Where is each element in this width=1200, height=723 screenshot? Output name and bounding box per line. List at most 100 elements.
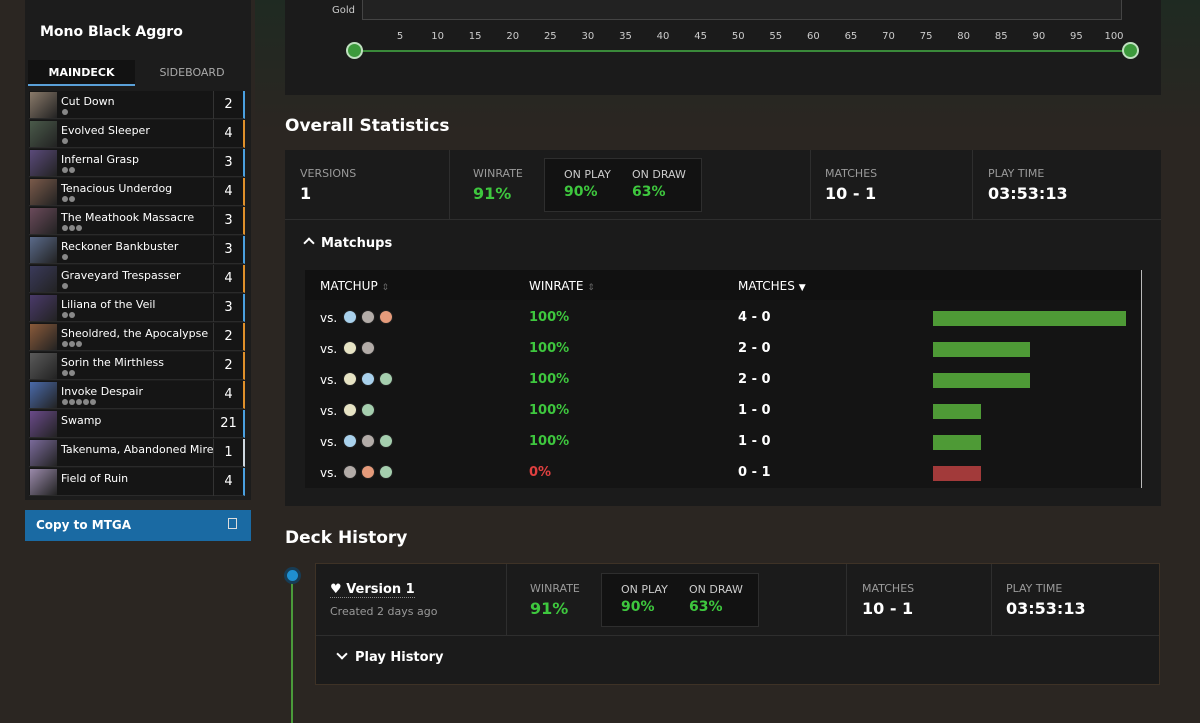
divider bbox=[506, 564, 507, 635]
card-art bbox=[30, 469, 57, 495]
card-art bbox=[30, 440, 57, 466]
matchups-toggle[interactable]: Matchups bbox=[302, 236, 392, 251]
card-name: Swamp bbox=[61, 414, 102, 427]
card-row[interactable]: Reckoner Bankbuster 3 bbox=[29, 236, 245, 264]
stat-label: WINRATE bbox=[530, 582, 580, 595]
slider-tick: 100 bbox=[1104, 31, 1124, 42]
card-count: 4 bbox=[213, 120, 243, 148]
card-row[interactable]: Invoke Despair 4 bbox=[29, 381, 245, 409]
mana-pip bbox=[90, 399, 96, 405]
matchup-prefix: vs. bbox=[320, 404, 338, 418]
col-header[interactable]: MATCHUP ⇕ bbox=[320, 279, 389, 293]
card-count: 2 bbox=[213, 91, 243, 119]
tab[interactable]: MAINDECK bbox=[28, 60, 135, 86]
version-name[interactable]: ♥ Version 1 bbox=[330, 582, 415, 598]
card-row[interactable]: Graveyard Trespasser 4 bbox=[29, 265, 245, 293]
version-card: ♥ Version 1 Created 2 days ago WINRATE 9… bbox=[315, 563, 1160, 685]
mana-pip bbox=[69, 196, 75, 202]
card-count: 4 bbox=[213, 178, 243, 206]
card-count: 4 bbox=[213, 381, 243, 409]
matchup-matches: 0 - 1 bbox=[738, 465, 771, 480]
stat-label: ON PLAY bbox=[564, 168, 611, 181]
card-row[interactable]: The Meathook Massacre 3 bbox=[29, 207, 245, 235]
stat-value: 91% bbox=[530, 599, 569, 618]
card-art bbox=[30, 295, 57, 321]
matchup-row: vs. 100% 2 - 0 bbox=[305, 372, 1141, 388]
slider-track bbox=[354, 50, 1130, 52]
matchup-prefix: vs. bbox=[320, 311, 338, 325]
card-row[interactable]: Sheoldred, the Apocalypse 2 bbox=[29, 323, 245, 351]
card-row[interactable]: Evolved Sleeper 4 bbox=[29, 120, 245, 148]
matchup-matches: 2 - 0 bbox=[738, 341, 771, 356]
col-header[interactable]: MATCHES ▼ bbox=[738, 279, 806, 293]
mana-symbol bbox=[361, 341, 375, 355]
stat-label: ON DRAW bbox=[632, 168, 686, 181]
card-count: 4 bbox=[213, 468, 243, 496]
slider-tick: 55 bbox=[769, 31, 783, 42]
card-count: 2 bbox=[213, 323, 243, 351]
slider-tick: 25 bbox=[543, 31, 557, 42]
card-row[interactable]: Sorin the Mirthless 2 bbox=[29, 352, 245, 380]
matchup-bar bbox=[933, 311, 1126, 326]
version-title: Version 1 bbox=[346, 582, 415, 597]
copy-label: Copy to MTGA bbox=[36, 518, 132, 532]
card-name: Infernal Grasp bbox=[61, 153, 139, 166]
copy-button[interactable]: Copy to MTGA bbox=[25, 510, 251, 541]
mana-pip bbox=[69, 370, 75, 376]
mana-symbol bbox=[343, 403, 357, 417]
slider-tick: 35 bbox=[619, 31, 632, 42]
mana-pip bbox=[62, 225, 68, 231]
mana-pip bbox=[62, 109, 68, 115]
card-name: Field of Ruin bbox=[61, 472, 129, 485]
stat-value: 10 - 1 bbox=[825, 184, 877, 203]
card-name: Reckoner Bankbuster bbox=[61, 240, 179, 253]
card-row[interactable]: Tenacious Underdog 4 bbox=[29, 178, 245, 206]
card-name: Tenacious Underdog bbox=[61, 182, 173, 195]
tab[interactable]: SIDEBOARD bbox=[159, 66, 225, 79]
slider-tick: 80 bbox=[957, 31, 971, 42]
stat-value: 10 - 1 bbox=[862, 599, 914, 618]
matchup-prefix: vs. bbox=[320, 466, 338, 480]
slider-handle[interactable] bbox=[346, 42, 363, 59]
matchup-row: vs. 100% 4 - 0 bbox=[305, 310, 1141, 326]
table-header bbox=[305, 270, 1141, 300]
mana-pip bbox=[62, 399, 68, 405]
card-count: 3 bbox=[213, 207, 243, 235]
card-name: Cut Down bbox=[61, 95, 115, 108]
mana-pip bbox=[69, 341, 75, 347]
header-text: MATCHUP bbox=[320, 279, 378, 293]
caret bbox=[336, 648, 348, 660]
stat-value: 91% bbox=[473, 184, 512, 203]
matchup-winrate: 100% bbox=[529, 434, 570, 449]
card-row[interactable]: Liliana of the Veil 3 bbox=[29, 294, 245, 322]
card-row[interactable]: Field of Ruin 4 bbox=[29, 468, 245, 496]
col-header[interactable]: WINRATE ⇕ bbox=[529, 279, 595, 293]
matchup-row: vs. 100% 1 - 0 bbox=[305, 434, 1141, 450]
slider-tick: 90 bbox=[1032, 31, 1046, 42]
matchup-row: vs. 100% 2 - 0 bbox=[305, 341, 1141, 357]
card-row[interactable]: Takenuma, Abandoned Mire 1 bbox=[29, 439, 245, 467]
sort-icon: ⇕ bbox=[587, 283, 595, 293]
slider-handle[interactable] bbox=[1122, 42, 1139, 59]
matchup-bar bbox=[933, 435, 982, 450]
card-name: Liliana of the Veil bbox=[61, 298, 156, 311]
card-count: 4 bbox=[213, 265, 243, 293]
header-text: WINRATE bbox=[529, 279, 584, 293]
slider-tick: 40 bbox=[656, 31, 670, 42]
stat-label: ON PLAY bbox=[621, 583, 668, 596]
divider bbox=[810, 150, 811, 219]
mana-symbol bbox=[379, 434, 393, 448]
stats-row: VERSIONS 1 WINRATE 91% ON PLAY 90% ON DR… bbox=[285, 150, 1161, 220]
matchup-prefix: vs. bbox=[320, 373, 338, 387]
matchup-matches: 1 - 0 bbox=[738, 434, 771, 449]
card-row[interactable]: Swamp 21 bbox=[29, 410, 245, 438]
matchup-bar bbox=[933, 342, 1030, 357]
stat-label: PLAY TIME bbox=[1006, 582, 1063, 595]
card-art bbox=[30, 411, 57, 437]
mana-pip bbox=[62, 167, 68, 173]
stat-label: MATCHES bbox=[862, 582, 915, 595]
card-row[interactable]: Infernal Grasp 3 bbox=[29, 149, 245, 177]
card-row[interactable]: Cut Down 2 bbox=[29, 91, 245, 119]
play-history-toggle[interactable]: Play History bbox=[336, 648, 443, 665]
